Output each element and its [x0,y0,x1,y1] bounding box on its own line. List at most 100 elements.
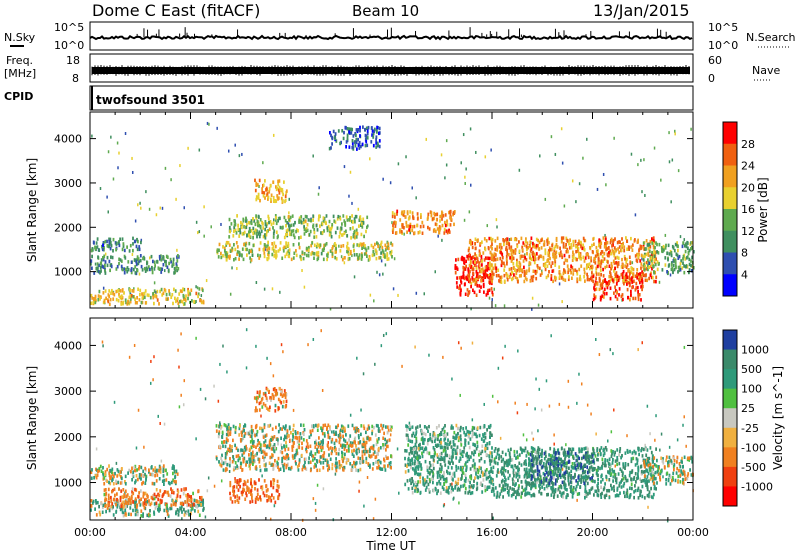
echo-cell [626,282,628,286]
echo-cell [357,468,360,473]
echo-cell [146,293,149,297]
echo-cell [311,453,313,458]
echo-cell [123,502,126,507]
echo-cell [263,287,266,291]
echo-cell [625,260,628,264]
echo-cell [110,243,113,248]
echo-cell [448,228,450,233]
echo-cell [140,465,143,470]
echo-cell [125,494,128,498]
echo-cell [139,489,142,493]
echo-cell [321,222,324,226]
echo-cell [390,249,393,254]
echo-cell [601,294,604,298]
echo-cell [508,246,511,250]
echo-cell [362,449,365,454]
echo-cell [173,287,175,292]
echo-cell [239,424,241,428]
echo-cell [233,489,236,493]
echo-cell [204,397,207,401]
echo-cell [262,194,265,198]
echo-cell [260,414,262,418]
echo-cell [343,426,346,431]
echo-cell [237,465,240,470]
echo-cell [231,246,234,251]
echo-cell [235,241,238,245]
echo-cell [365,139,368,144]
echo-cell [336,465,338,469]
echo-cell [295,249,297,253]
echo-cell [99,512,102,517]
echo-cell [538,387,541,391]
echo-cell [525,271,528,275]
echo-cell [338,438,341,442]
echo-cell [375,256,378,261]
echo-cell [484,269,487,273]
echo-cell [601,283,604,287]
echo-cell [265,494,268,498]
echo-cell [344,452,346,457]
echo-cell [637,294,640,299]
echo-cell [558,269,561,274]
echo-cell [448,230,451,234]
echo-cell [185,493,187,498]
echo-cell [592,279,595,284]
echo-cell [118,151,120,155]
echo-cell [524,276,527,280]
echo-cell [278,423,280,427]
echo-cell [176,472,179,476]
echo-cell [553,246,556,251]
echo-cell [339,249,342,253]
echo-cell [532,241,534,246]
echo-cell [589,265,592,269]
echo-cell [171,264,174,268]
echo-cell [608,274,611,279]
echo-cell [123,248,126,253]
echo-cell [446,230,449,235]
echo-cell [177,267,180,271]
echo-cell [138,245,141,249]
echo-cell [264,468,266,472]
echo-cell [641,341,644,345]
echo-cell [372,135,375,139]
echo-cell [632,267,635,272]
echo-cell [362,459,365,464]
echo-cell [335,257,338,261]
echo-cell [341,233,343,237]
echo-cell [577,242,579,246]
echo-cell [618,293,620,297]
echo-cell [405,220,408,225]
echo-cell [392,287,395,291]
echo-cell [642,272,645,276]
echo-cell [245,219,248,223]
echo-cell [418,230,421,234]
echo-cell [535,276,538,281]
echo-cell [123,513,126,517]
cpid-label: CPID [4,90,33,103]
echo-cell [600,286,602,290]
echo-cell [319,445,322,449]
echo-cell [340,424,343,428]
echo-cell [329,307,332,311]
echo-cell [434,229,437,234]
echo-cell [131,252,134,256]
echo-cell [234,222,237,227]
echo-cell [153,260,156,264]
echo-cell [678,268,681,273]
echo-cell [483,402,485,406]
echo-cell [595,249,598,254]
echo-cell [548,261,551,266]
echo-cell [110,475,112,479]
echo-cell [109,481,112,486]
echo-cell [514,248,517,252]
echo-cell [172,478,174,482]
echo-cell [297,468,300,472]
echo-cell [176,494,179,498]
echo-cell [475,293,478,297]
echo-cell [242,257,245,262]
echo-cell [597,257,600,261]
echo-cell [236,250,239,254]
echo-cell [266,398,269,402]
echo-cell [300,453,303,458]
echo-cell [166,508,169,512]
